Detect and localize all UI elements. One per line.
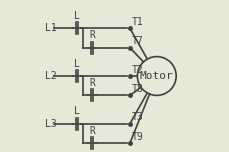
Text: T7: T7 bbox=[131, 36, 142, 46]
Text: T3: T3 bbox=[131, 112, 142, 122]
Text: L1: L1 bbox=[45, 23, 56, 33]
Text: L3: L3 bbox=[45, 119, 56, 129]
Text: L: L bbox=[74, 106, 79, 116]
Text: T8: T8 bbox=[131, 84, 142, 94]
Text: R: R bbox=[89, 126, 94, 136]
Text: Motor: Motor bbox=[139, 71, 173, 81]
Text: L: L bbox=[74, 59, 79, 69]
Text: T9: T9 bbox=[131, 132, 142, 142]
Text: R: R bbox=[89, 78, 94, 88]
Text: L: L bbox=[74, 11, 79, 21]
Text: L2: L2 bbox=[45, 71, 56, 81]
Text: R: R bbox=[89, 30, 94, 40]
Text: T1: T1 bbox=[131, 17, 142, 27]
Text: T2: T2 bbox=[131, 64, 142, 74]
